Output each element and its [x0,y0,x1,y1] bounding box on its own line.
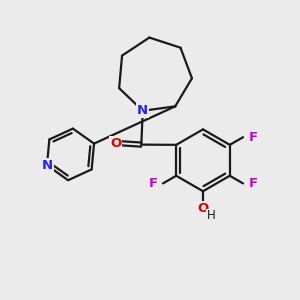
Text: N: N [41,159,52,172]
Text: O: O [110,136,121,150]
Text: N: N [137,104,148,117]
Text: F: F [248,177,257,190]
Text: O: O [197,202,208,215]
Text: H: H [207,209,216,223]
Text: F: F [148,177,158,190]
Text: F: F [248,131,257,144]
